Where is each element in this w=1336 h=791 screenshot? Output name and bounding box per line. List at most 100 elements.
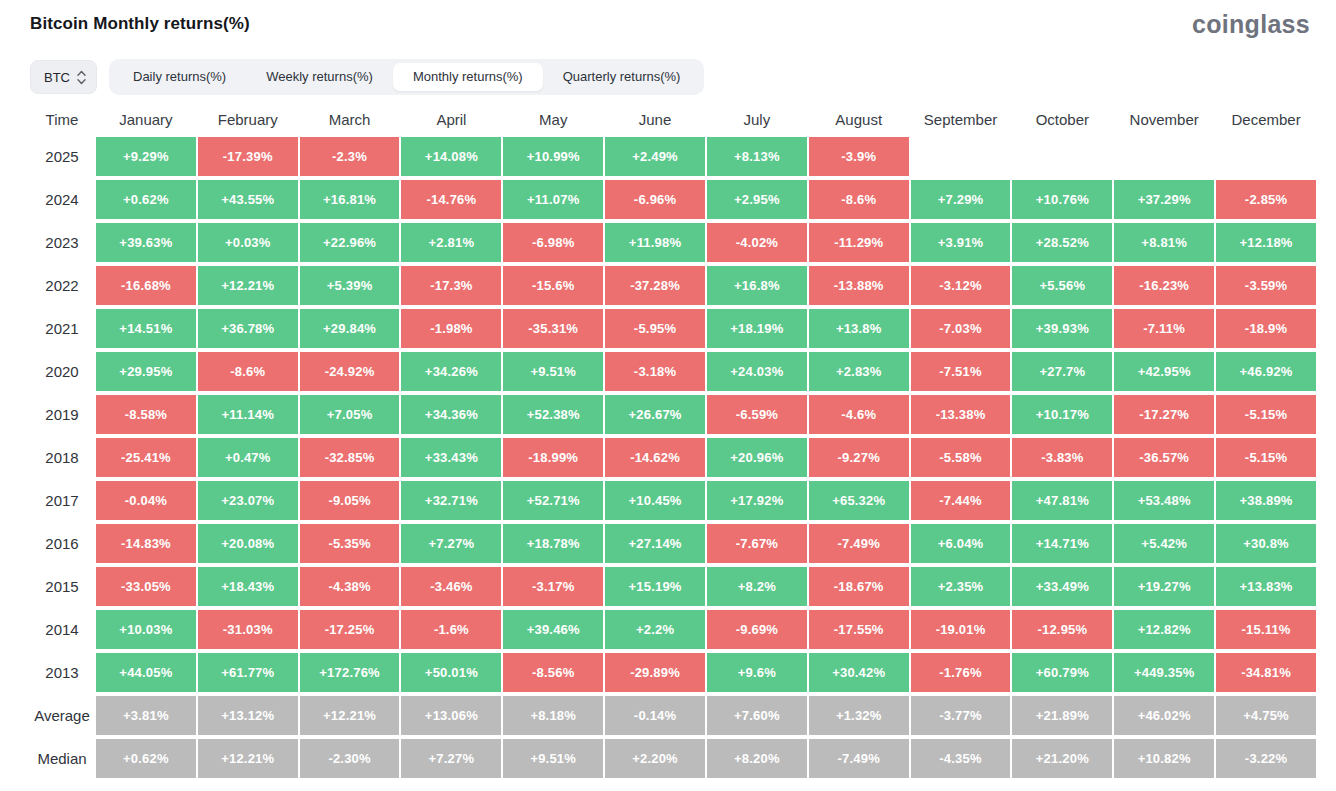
time-column-header: Time: [30, 105, 94, 133]
tab-daily-returns[interactable]: Daily returns(%): [113, 63, 246, 91]
year-row-label: 2014: [30, 610, 94, 649]
return-cell: +47.81%: [1012, 481, 1112, 520]
return-cell: +34.36%: [401, 395, 501, 434]
return-cell: -1.76%: [911, 653, 1011, 692]
return-cell: -31.03%: [198, 610, 298, 649]
return-cell: +10.17%: [1012, 395, 1112, 434]
return-cell: +10.76%: [1012, 180, 1112, 219]
table-row: 2014+10.03%-31.03%-17.25%-1.6%+39.46%+2.…: [30, 610, 1316, 649]
return-cell: +449.35%: [1114, 653, 1214, 692]
return-cell: -18.9%: [1216, 309, 1316, 348]
return-cell: -2.3%: [300, 137, 400, 176]
return-cell: -12.95%: [1012, 610, 1112, 649]
return-cell: +8.2%: [707, 567, 807, 606]
return-cell: +11.07%: [503, 180, 603, 219]
year-row-label: 2023: [30, 223, 94, 262]
table-row: 2025+9.29%-17.39%-2.3%+14.08%+10.99%+2.4…: [30, 137, 1316, 176]
return-cell: +44.05%: [96, 653, 196, 692]
return-cell: +33.43%: [401, 438, 501, 477]
return-cell: +34.26%: [401, 352, 501, 391]
return-cell: -7.51%: [911, 352, 1011, 391]
return-cell: +9.29%: [96, 137, 196, 176]
returns-period-tabs: Daily returns(%) Weekly returns(%) Month…: [109, 59, 704, 95]
return-cell: -17.55%: [809, 610, 909, 649]
return-cell: -0.14%: [605, 696, 705, 735]
return-cell: +10.45%: [605, 481, 705, 520]
return-cell: +33.49%: [1012, 567, 1112, 606]
return-cell: +0.03%: [198, 223, 298, 262]
return-cell: +7.05%: [300, 395, 400, 434]
return-cell: -7.49%: [809, 524, 909, 563]
return-cell: +46.02%: [1114, 696, 1214, 735]
return-cell: +7.27%: [401, 524, 501, 563]
return-cell: -18.67%: [809, 567, 909, 606]
return-cell: -32.85%: [300, 438, 400, 477]
page-title: Bitcoin Monthly returns(%): [30, 12, 250, 34]
return-cell: -9.05%: [300, 481, 400, 520]
table-row: Median+0.62%+12.21%-2.30%+7.27%+9.51%+2.…: [30, 739, 1316, 778]
tab-quarterly-returns[interactable]: Quarterly returns(%): [543, 63, 701, 91]
return-cell: -7.03%: [911, 309, 1011, 348]
month-column-header: August: [809, 105, 909, 133]
return-cell: -4.02%: [707, 223, 807, 262]
return-cell: -4.38%: [300, 567, 400, 606]
return-cell: +10.03%: [96, 610, 196, 649]
return-cell: -3.22%: [1216, 739, 1316, 778]
month-column-header: June: [605, 105, 705, 133]
return-cell: -16.23%: [1114, 266, 1214, 305]
return-cell: +37.29%: [1114, 180, 1214, 219]
return-cell: -6.59%: [707, 395, 807, 434]
return-cell: +6.04%: [911, 524, 1011, 563]
return-cell: -7.11%: [1114, 309, 1214, 348]
return-cell: +18.19%: [707, 309, 807, 348]
year-row-label: 2016: [30, 524, 94, 563]
return-cell: +172.76%: [300, 653, 400, 692]
controls-row: BTC Daily returns(%) Weekly returns(%) M…: [30, 59, 1336, 95]
return-cell: -3.9%: [809, 137, 909, 176]
summary-row-label: Average: [30, 696, 94, 735]
return-cell: -7.44%: [911, 481, 1011, 520]
return-cell: +2.49%: [605, 137, 705, 176]
return-cell: -5.58%: [911, 438, 1011, 477]
tab-weekly-returns[interactable]: Weekly returns(%): [246, 63, 393, 91]
return-cell: +8.13%: [707, 137, 807, 176]
table-row: 2021+14.51%+36.78%+29.84%-1.98%-35.31%-5…: [30, 309, 1316, 348]
return-cell: +13.8%: [809, 309, 909, 348]
return-cell: +12.82%: [1114, 610, 1214, 649]
coin-selector[interactable]: BTC: [30, 60, 97, 94]
table-row: 2022-16.68%+12.21%+5.39%-17.3%-15.6%-37.…: [30, 266, 1316, 305]
empty-cell: [1012, 137, 1112, 176]
return-cell: +20.96%: [707, 438, 807, 477]
return-cell: +27.14%: [605, 524, 705, 563]
return-cell: +14.08%: [401, 137, 501, 176]
return-cell: +8.81%: [1114, 223, 1214, 262]
month-column-header: November: [1114, 105, 1214, 133]
return-cell: +0.47%: [198, 438, 298, 477]
empty-cell: [911, 137, 1011, 176]
return-cell: +15.19%: [605, 567, 705, 606]
return-cell: +3.91%: [911, 223, 1011, 262]
return-cell: +12.18%: [1216, 223, 1316, 262]
return-cell: +9.6%: [707, 653, 807, 692]
tab-monthly-returns[interactable]: Monthly returns(%): [393, 63, 543, 91]
coinglass-logo: coinglass: [1192, 12, 1310, 37]
return-cell: -3.77%: [911, 696, 1011, 735]
summary-row-label: Median: [30, 739, 94, 778]
return-cell: -5.15%: [1216, 395, 1316, 434]
return-cell: -5.95%: [605, 309, 705, 348]
return-cell: +52.38%: [503, 395, 603, 434]
return-cell: +18.43%: [198, 567, 298, 606]
return-cell: -36.57%: [1114, 438, 1214, 477]
year-row-label: 2015: [30, 567, 94, 606]
return-cell: +10.82%: [1114, 739, 1214, 778]
return-cell: +19.27%: [1114, 567, 1214, 606]
return-cell: -16.68%: [96, 266, 196, 305]
return-cell: -3.83%: [1012, 438, 1112, 477]
return-cell: +39.46%: [503, 610, 603, 649]
return-cell: +8.20%: [707, 739, 807, 778]
return-cell: +12.21%: [300, 696, 400, 735]
table-row: Average+3.81%+13.12%+12.21%+13.06%+8.18%…: [30, 696, 1316, 735]
return-cell: -3.18%: [605, 352, 705, 391]
return-cell: -25.41%: [96, 438, 196, 477]
return-cell: +14.51%: [96, 309, 196, 348]
